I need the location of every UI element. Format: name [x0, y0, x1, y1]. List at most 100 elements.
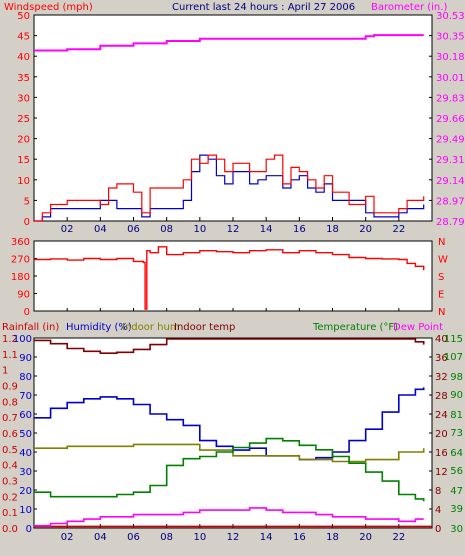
wind-y-tick-label: 40 [17, 52, 30, 63]
indoor_hum-series-line [34, 443, 425, 463]
baro-y-tick-label: 29.66 [436, 114, 465, 125]
temperature-y-tick-label: 64 [450, 448, 463, 459]
wind-x-tick-label: 12 [227, 224, 240, 235]
wind-y-tick-label: 0 [24, 217, 30, 228]
temperature-y-tick-label: 115 [444, 334, 463, 345]
temperature-y-tick-label: 56 [450, 466, 463, 477]
rainfall-y-tick-label: 0.0 [2, 524, 18, 535]
wind-y-tick-label: 50 [17, 11, 30, 22]
rainfall-y-tick-label: 0.6 [2, 429, 18, 440]
humidity-y-tick-label: 0 [26, 524, 32, 535]
baro-y-tick-label: 29.14 [436, 176, 465, 187]
humidity-y-tick-label: 80 [19, 372, 32, 383]
rainfall-y-tick-label: 0.4 [2, 461, 18, 472]
baro-y-tick-label: 29.83 [436, 93, 465, 104]
wind-x-tick-label: 22 [392, 224, 405, 235]
baro-y-tick-label: 30.53 [436, 11, 465, 22]
wind-x-tick-label: 20 [359, 224, 372, 235]
wind-y-tick-label: 45 [17, 32, 30, 43]
indoor-temp-y-tick-label: 20 [435, 429, 448, 440]
rainfall-y-tick-label: 1.1 [2, 350, 18, 361]
indoor-hum-axis-label: Indoor hum [122, 322, 180, 333]
temperature-y-tick-label: 107 [444, 352, 463, 363]
thr-x-tick-label: 02 [61, 532, 74, 543]
indoor-temp-axis-label: Indoor temp [174, 322, 235, 333]
wind-x-tick-label: 16 [293, 224, 306, 235]
baro-y-tick-label: 29.31 [436, 155, 465, 166]
rainfall-y-tick-label: 0.9 [2, 382, 18, 393]
direction-y-tick-label: 90 [17, 290, 30, 301]
direction-series-line [34, 246, 425, 310]
temperature-series-line [34, 437, 425, 502]
temperature-y-tick-label: 73 [450, 428, 463, 439]
baro-y-tick-label: 30.35 [436, 32, 465, 43]
rainfall-axis-label: Rainfall (in) [2, 322, 59, 333]
humidity-y-tick-label: 30 [19, 467, 32, 478]
thr-x-tick-label: 04 [94, 532, 107, 543]
wind-y-tick-label: 35 [17, 73, 30, 84]
gust-series-line [34, 154, 425, 222]
thr-x-tick-label: 12 [227, 532, 240, 543]
baro-y-tick-label: 29.49 [436, 135, 465, 146]
temperature-axis-label: Temperature (°F) [312, 322, 398, 333]
temperature-y-tick-label: 30 [450, 524, 463, 535]
thr-x-tick-label: 08 [160, 532, 173, 543]
dew_point-series-line [34, 507, 424, 527]
direction-y-tick-label: 270 [11, 255, 30, 266]
thr-x-tick-label: 10 [193, 532, 206, 543]
wind-x-tick-label: 18 [326, 224, 339, 235]
wind-y-tick-label: 15 [17, 155, 30, 166]
compass-tick-label: W [438, 255, 448, 266]
rainfall-y-tick-label: 0.7 [2, 413, 18, 424]
rainfall-y-tick-label: 1.2 [2, 334, 18, 345]
indoor-temp-y-tick-label: 16 [435, 448, 448, 459]
wind-x-tick-label: 04 [94, 224, 107, 235]
compass-tick-label: E [438, 290, 444, 301]
indoor-temp-y-tick-label: 12 [435, 467, 448, 478]
rainfall-y-tick-label: 0.3 [2, 477, 18, 488]
indoor-temp-y-tick-label: 40 [435, 334, 448, 345]
direction-y-tick-label: 0 [24, 307, 30, 318]
thr-x-tick-label: 14 [260, 532, 273, 543]
direction-y-tick-label: 180 [11, 272, 30, 283]
thr-x-tick-label: 18 [326, 532, 339, 543]
barometer-series-line [34, 34, 424, 52]
wind-x-tick-label: 06 [127, 224, 140, 235]
indoor-temp-y-tick-label: 4 [435, 505, 441, 516]
humidity-y-tick-label: 100 [13, 334, 32, 345]
humidity-y-tick-label: 90 [19, 353, 32, 364]
indoor_temp-series-line [34, 338, 425, 354]
thr-x-tick-label: 20 [359, 532, 372, 543]
temperature-y-tick-label: 98 [450, 372, 463, 383]
temperature-y-tick-label: 81 [450, 410, 463, 421]
baro-y-tick-label: 30.18 [436, 52, 465, 63]
humidity-y-tick-label: 50 [19, 429, 32, 440]
baro-y-tick-label: 28.97 [436, 196, 465, 207]
rainfall-y-tick-label: 0.8 [2, 397, 18, 408]
indoor-temp-y-tick-label: 24 [435, 410, 448, 421]
windspeed-axis-label: Windspeed (mph) [4, 2, 93, 13]
humidity-y-tick-label: 60 [19, 410, 32, 421]
rainfall-y-tick-label: 0.2 [2, 492, 18, 503]
humidity-y-tick-label: 70 [19, 391, 32, 402]
dew-point-axis-label: Dew Point [393, 322, 443, 333]
rainfall-y-tick-label: 0.1 [2, 508, 18, 519]
wind-y-tick-label: 30 [17, 93, 30, 104]
humidity-y-tick-label: 20 [19, 486, 32, 497]
wind-y-tick-label: 20 [17, 135, 30, 146]
temperature-y-tick-label: 39 [450, 504, 463, 515]
direction-y-tick-label: 360 [11, 237, 30, 248]
wind-y-tick-label: 25 [17, 114, 30, 125]
compass-tick-label: S [438, 272, 444, 283]
compass-tick-label: N [438, 237, 445, 248]
temperature-y-tick-label: 47 [450, 486, 463, 497]
indoor-temp-y-tick-label: 28 [435, 391, 448, 402]
humidity-y-tick-label: 10 [19, 505, 32, 516]
thr-x-tick-label: 06 [127, 532, 140, 543]
rainfall-y-tick-label: 0.5 [2, 445, 18, 456]
indoor-temp-y-tick-label: 32 [435, 372, 448, 383]
thr-plot-area [33, 337, 433, 529]
wind-x-tick-label: 02 [61, 224, 74, 235]
